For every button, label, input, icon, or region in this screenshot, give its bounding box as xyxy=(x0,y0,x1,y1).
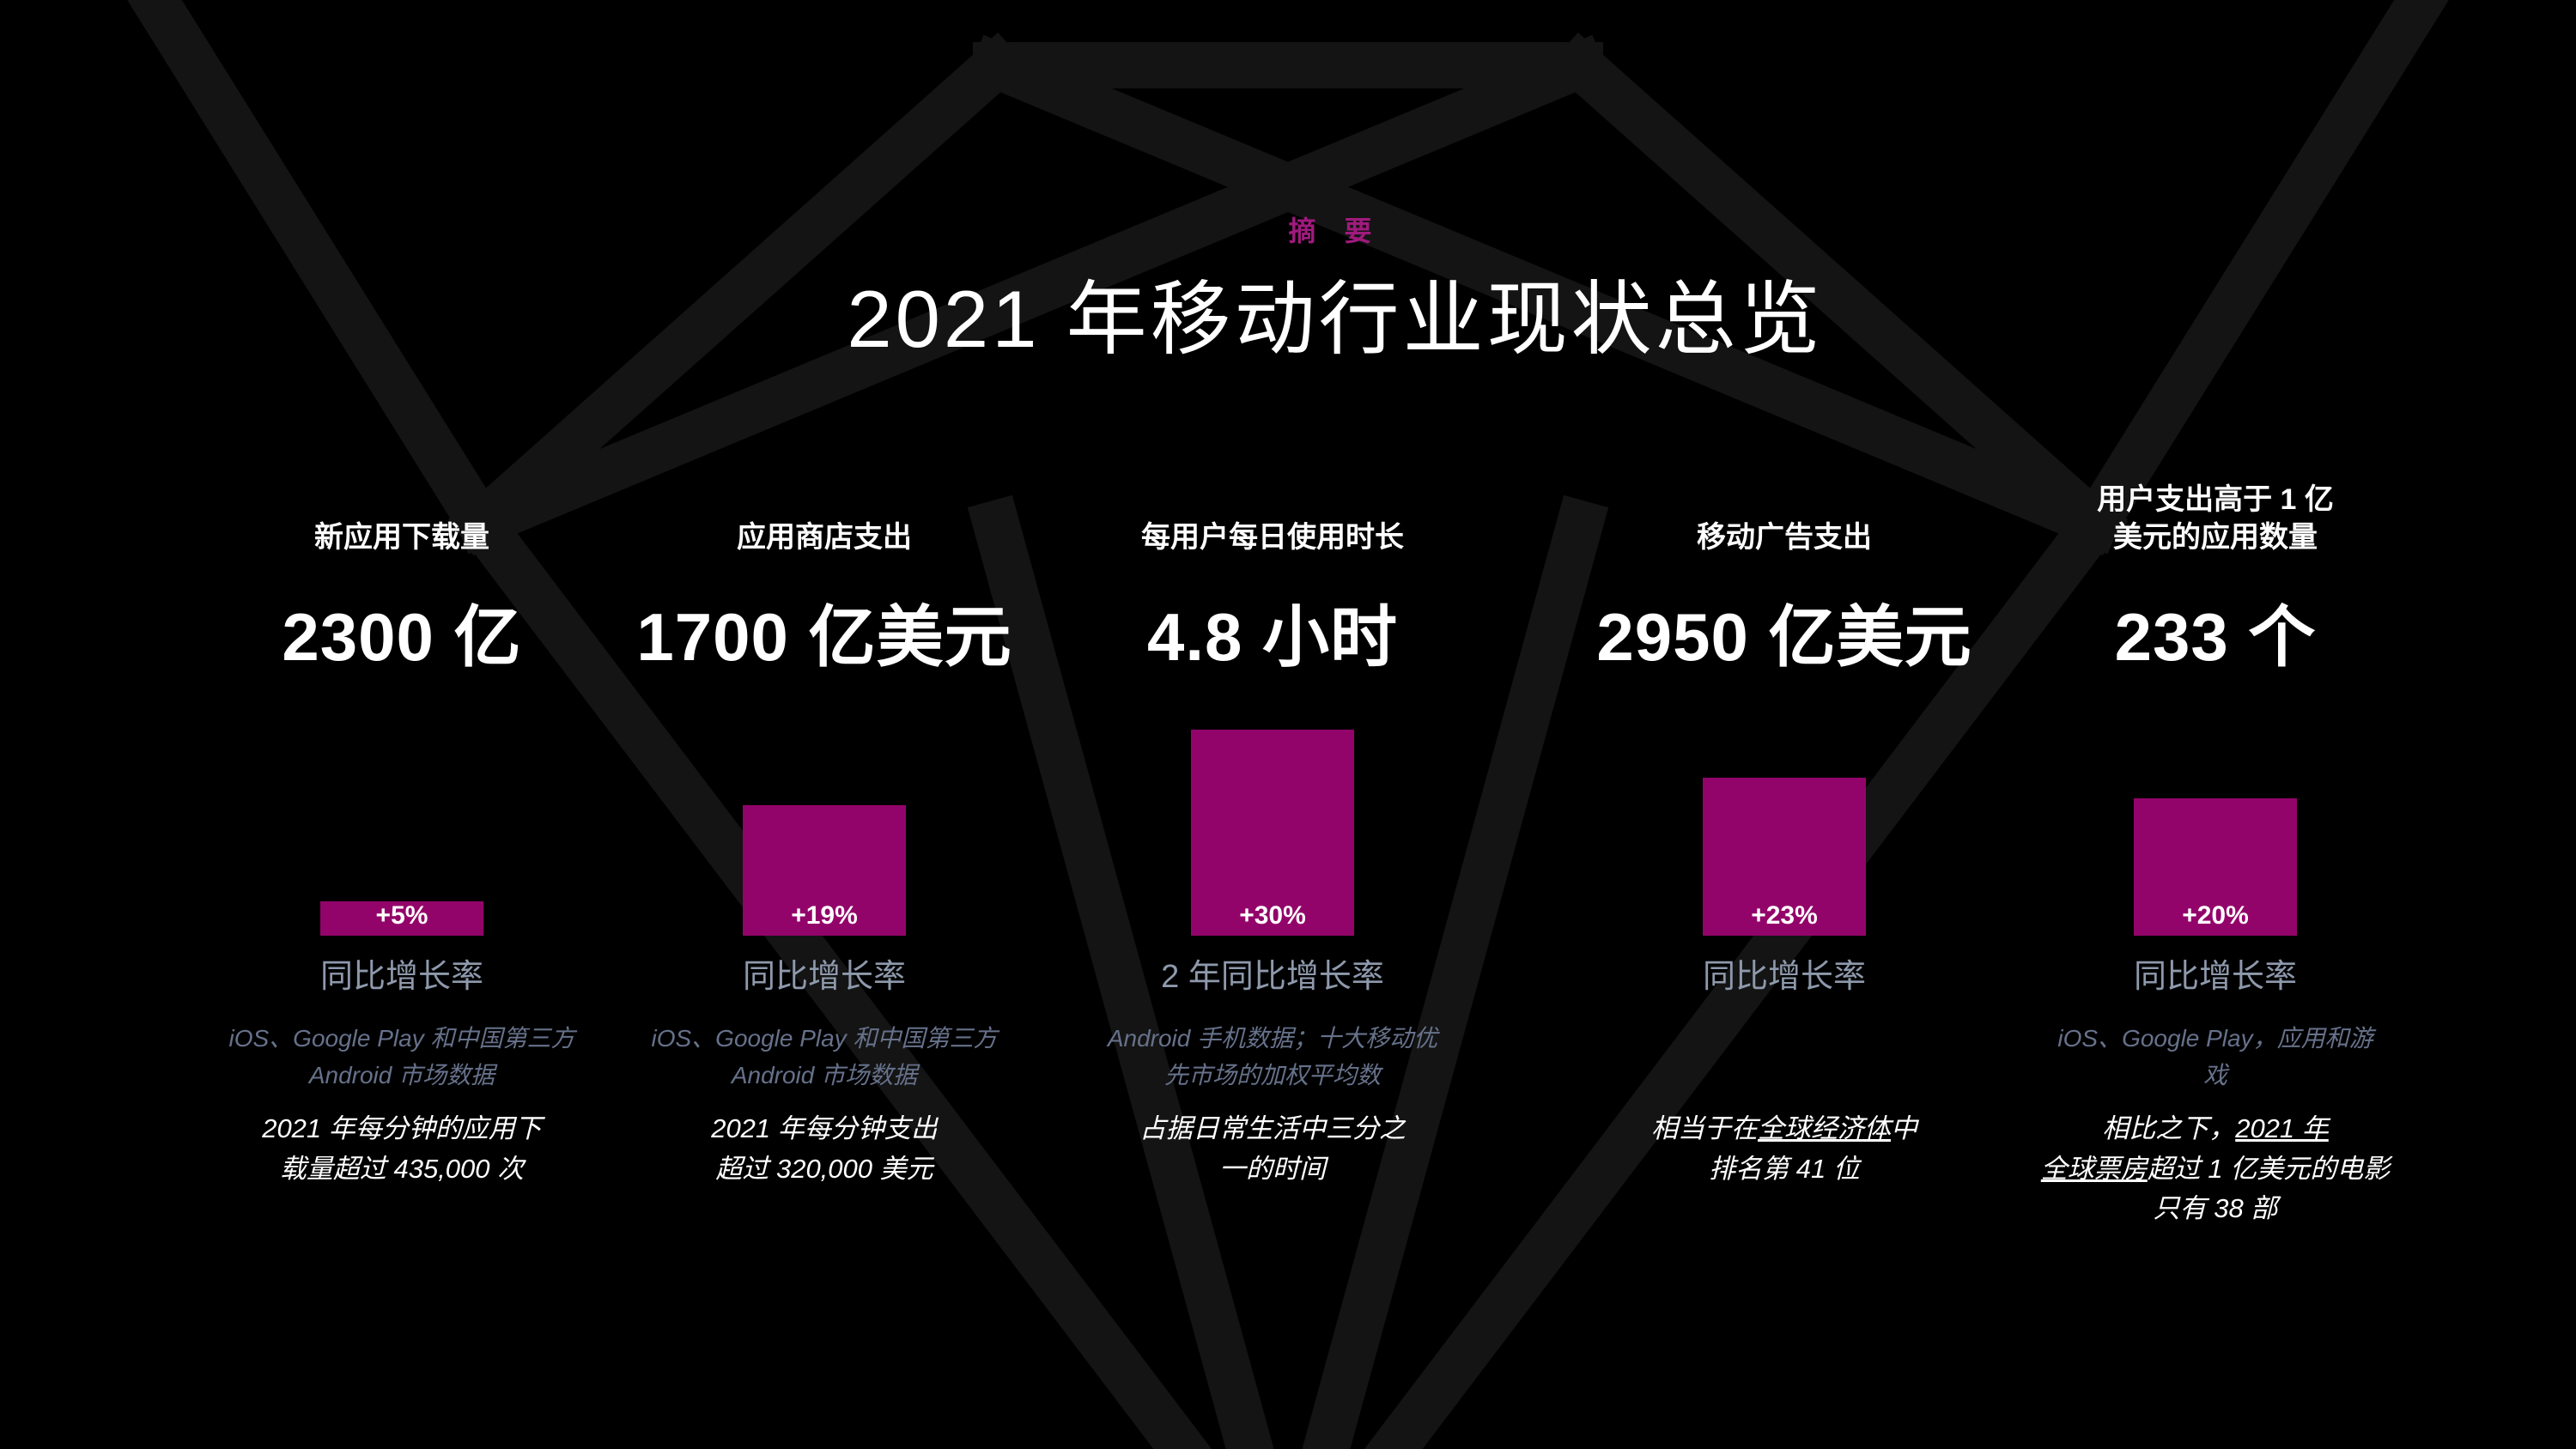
growth-bar: +20% xyxy=(2134,798,2297,936)
note-text: 2021 年每分钟的应用下 载量超过 435,000 次 xyxy=(262,1113,542,1184)
metric-label: 移动广告支出 xyxy=(1697,520,1872,554)
stat-column-app-store-spend: 应用商店支出 1700 亿美元 +19% 同比增长率 iOS、Google Pl… xyxy=(610,481,1039,1449)
diamond-pavilion-facet-right xyxy=(1302,494,1609,1449)
metric-value: 2300 亿 xyxy=(282,599,522,675)
growth-bar-label: +30% xyxy=(1239,901,1306,930)
data-source: iOS、Google Play 和中国第三方 Android 市场数据 xyxy=(228,1025,575,1089)
note-text: 相比之下， xyxy=(2102,1113,2236,1143)
growth-bar-label: +20% xyxy=(2182,901,2249,930)
diamond-outer-right xyxy=(2063,0,2449,556)
data-source: iOS、Google Play，应用和游 戏 xyxy=(2057,1025,2373,1089)
metric-value: 1700 亿美元 xyxy=(636,599,1012,675)
stat-column-daily-usage: 每用户每日使用时长 4.8 小时 +30% 2 年同比增长率 Android 手… xyxy=(1058,481,1487,1449)
growth-caption: 同比增长率 xyxy=(319,959,483,995)
diamond-outer-left xyxy=(127,0,513,556)
footnote: 相比之下，2021 年 全球票房超过 1 亿美元的电影 只有 38 部 xyxy=(1949,1109,2482,1229)
growth-caption: 同比增长率 xyxy=(2133,959,2297,995)
bar-area: +5% xyxy=(187,712,617,936)
metric-label: 用户支出高于 1 亿 美元的应用数量 xyxy=(2097,482,2334,554)
growth-caption: 2 年同比增长率 xyxy=(1161,959,1384,995)
growth-bar-label: +5% xyxy=(375,901,428,930)
metric-value: 2950 亿美元 xyxy=(1596,599,1972,675)
diamond-pavilion-right xyxy=(1364,491,2128,1449)
stat-column-apps-over-100m: 用户支出高于 1 亿 美元的应用数量 233 个 +20% 同比增长率 iOS、… xyxy=(2001,481,2430,1449)
bar-area: +20% xyxy=(2001,712,2430,936)
note-text: 中 排名第 41 位 xyxy=(1709,1113,1917,1184)
metric-value: 4.8 小时 xyxy=(1146,599,1399,675)
note-text: 占据日常生活中三分之 一的时间 xyxy=(1139,1113,1406,1184)
bar-area: +19% xyxy=(610,712,1039,936)
diamond-crown-left xyxy=(447,32,1030,557)
metric-label: 应用商店支出 xyxy=(737,520,912,554)
note-text: 2021 年每分钟支出 超过 320,000 美元 xyxy=(711,1113,938,1184)
metric-label: 新应用下载量 xyxy=(314,520,489,554)
footnote: 占据日常生活中三分之 一的时间 xyxy=(1006,1109,1539,1189)
bar-area: +23% xyxy=(1570,712,1999,936)
diamond-pavilion-left xyxy=(448,491,1212,1449)
note-text: 相当于在 xyxy=(1651,1113,1758,1143)
footnote: 相当于在全球经济体中 排名第 41 位 xyxy=(1518,1109,2050,1189)
note-link[interactable]: 2021 年 全球票房 xyxy=(2040,1113,2329,1184)
metric-value: 233 个 xyxy=(2114,599,2317,675)
growth-bar-label: +19% xyxy=(791,901,858,930)
bar-area: +30% xyxy=(1058,712,1487,936)
diamond-pavilion-facet-left xyxy=(967,494,1274,1449)
growth-bar: +19% xyxy=(743,805,906,936)
page-title: 2021 年移动行业现状总览 xyxy=(847,274,1824,364)
footnote: 2021 年每分钟的应用下 载量超过 435,000 次 xyxy=(136,1109,668,1189)
stat-column-new-downloads: 新应用下载量 2300 亿 +5% 同比增长率 iOS、Google Play … xyxy=(187,481,617,1449)
data-source: Android 手机数据；十大移动优 先市场的加权平均数 xyxy=(1107,1025,1438,1089)
data-source: iOS、Google Play 和中国第三方 Android 市场数据 xyxy=(651,1025,998,1089)
growth-caption: 同比增长率 xyxy=(742,959,906,995)
note-link[interactable]: 全球经济体 xyxy=(1758,1113,1891,1143)
growth-bar: +23% xyxy=(1703,778,1866,936)
growth-caption: 同比增长率 xyxy=(1702,959,1866,995)
growth-bar-label: +23% xyxy=(1751,901,1818,930)
diamond-crown-right xyxy=(1546,32,2129,557)
stat-column-mobile-ad-spend: 移动广告支出 2950 亿美元 +23% 同比增长率 相当于在全球经济体中 排名… xyxy=(1570,481,1999,1449)
growth-bar: +5% xyxy=(320,901,483,936)
footnote: 2021 年每分钟支出 超过 320,000 美元 xyxy=(558,1109,1091,1189)
diamond-cross-1 xyxy=(965,34,2126,555)
section-eyebrow: 摘 要 xyxy=(1288,215,1382,246)
growth-bar: +30% xyxy=(1191,730,1354,936)
note-text: 超过 1 亿美元的电影 只有 38 部 xyxy=(2147,1153,2391,1224)
diamond-cross-2 xyxy=(450,34,1611,555)
metric-label: 每用户每日使用时长 xyxy=(1141,520,1404,554)
